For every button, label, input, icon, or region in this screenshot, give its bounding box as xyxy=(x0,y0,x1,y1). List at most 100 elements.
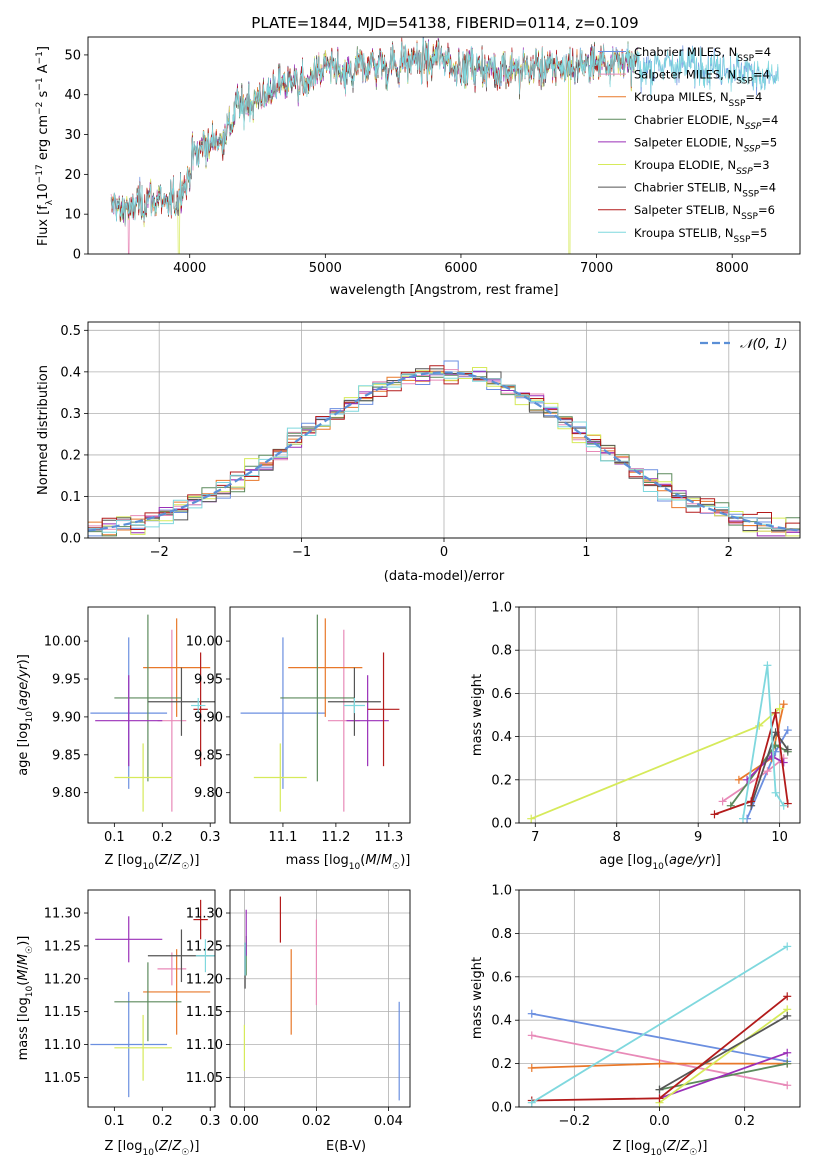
y-tick-label: 9.95 xyxy=(52,673,81,688)
y-tick-label: 1.0 xyxy=(491,601,512,616)
y-axis-label: mass [log10(M/M☉)] xyxy=(16,936,35,1061)
errorbar-kroupa-miles xyxy=(288,618,363,717)
y-tick-label: 0.2 xyxy=(491,773,512,788)
residuals-chart: −2 −1 0 1 2 0.0 0.1 0.2 0.3 0.4 0.5 𝒩(0, 1) (data-mo… xyxy=(36,321,801,584)
plot-area xyxy=(110,37,779,254)
y-tick-label: 10 xyxy=(64,208,81,223)
normal-curve xyxy=(88,371,800,532)
x-tick-label: 7000 xyxy=(580,261,613,276)
errorbar-chabrier-stelib xyxy=(147,667,215,736)
x-tick-label: 11.1 xyxy=(268,830,297,845)
y-tick-label: 0.0 xyxy=(60,532,81,547)
axes-frame xyxy=(518,889,801,1108)
y-tick-label: 0.8 xyxy=(491,927,512,942)
spectrum-chart: 4000 5000 6000 7000 8000 0 10 20 30 40 50 Chabrier … xyxy=(35,36,801,298)
y-tick-label: 9.90 xyxy=(52,710,81,725)
x-tick-label: 11.3 xyxy=(374,830,403,845)
y-tick-label: 1.0 xyxy=(491,884,512,899)
weight-line-salpeter-miles xyxy=(718,754,788,806)
plot-area xyxy=(527,661,792,823)
y-tick-label: 11.05 xyxy=(44,1071,81,1086)
x-tick-label: 0.3 xyxy=(200,830,221,845)
errorbar-salpeter-elodie xyxy=(95,675,163,767)
y-tick-label: 0.8 xyxy=(491,644,512,659)
x-tick-label: 4000 xyxy=(173,261,206,276)
legend-label-kroupa-stelib: Kroupa STELIB, NSSP=5 xyxy=(634,226,767,245)
y-tick-label: 0 xyxy=(73,248,81,263)
errorbar-salpeter-stelib xyxy=(193,652,208,767)
x-tick-label: 0.04 xyxy=(374,1114,403,1129)
y-tick-label: 0.0 xyxy=(491,817,512,832)
plot-area xyxy=(90,614,215,812)
x-axis-label: Z [log10(Z/Z☉)] xyxy=(105,853,200,872)
y-tick-label: 0.6 xyxy=(491,687,512,702)
errorbar-salpeter-elodie xyxy=(346,675,389,767)
x-tick-label: 0.02 xyxy=(302,1114,331,1129)
y-tick-label: 10.00 xyxy=(44,635,81,650)
axes-frame xyxy=(229,889,411,1108)
y-tick-label: 0.4 xyxy=(491,1014,512,1029)
legend-label-salpeter-miles: Salpeter MILES, NSSP=4 xyxy=(634,68,770,87)
y-tick-label: 9.95 xyxy=(194,673,223,688)
mass_vs_Z-chart: 0.1 0.2 0.3 11.05 11.10 11.15 11.20 11.25 11.30 Z… xyxy=(16,889,221,1158)
x-tick-label: −1 xyxy=(292,545,311,560)
x-tick-label: 10 xyxy=(771,830,788,845)
y-axis-label: Flux [fλ10−17 erg cm−2 s−1 A−1] xyxy=(35,46,55,246)
errorbar-chabrier-elodie xyxy=(114,962,182,1042)
errorbar-salpeter-stelib xyxy=(193,899,208,940)
y-axis-label: mass weight xyxy=(470,674,485,756)
errorbar-salpeter-stelib xyxy=(367,652,400,767)
y-tick-label: 11.20 xyxy=(186,972,223,987)
figure-title: PLATE=1844, MJD=54138, FIBERID=0114, z=0… xyxy=(251,14,638,32)
x-tick-label: 8 xyxy=(613,830,621,845)
y-tick-label: 50 xyxy=(64,48,81,63)
x-axis-label: Z [log10(Z/Z☉)] xyxy=(613,1139,708,1158)
histogram-kroupa-stelib xyxy=(88,371,800,538)
plot-area xyxy=(240,614,400,812)
weight-line-chabrier-miles xyxy=(743,726,792,823)
y-tick-label: 9.85 xyxy=(194,748,223,763)
x-tick-label: 6000 xyxy=(444,261,477,276)
x-axis-label: mass [log10(M/M☉)] xyxy=(286,853,411,872)
x-axis-label: Z [log10(Z/Z☉)] xyxy=(105,1139,200,1158)
spectrum-legend: Chabrier MILES, NSSP=4 Salpeter MILES, NS… xyxy=(598,45,778,245)
y-tick-label: 0.2 xyxy=(60,448,81,463)
y-tick-label: 11.15 xyxy=(186,1005,223,1020)
weight-line-kroupa-elodie xyxy=(527,704,784,823)
x-tick-label: 7 xyxy=(531,830,539,845)
y-tick-label: 9.80 xyxy=(194,786,223,801)
y-tick-label: 40 xyxy=(64,88,81,103)
y-axis-label: Normed distribution xyxy=(36,365,51,495)
x-axis-label: (data-model)/error xyxy=(384,569,505,584)
errorbar-kroupa-elodie xyxy=(114,1014,172,1081)
weight-line-salpeter-stelib xyxy=(710,708,792,819)
x-tick-label: 0.00 xyxy=(230,1114,259,1129)
x-tick-label: 0.1 xyxy=(104,830,125,845)
y-axis-label: age [log10(age/yr)] xyxy=(16,654,35,776)
y-tick-label: 0.4 xyxy=(60,365,81,380)
x-axis-label: age [log10(age/yr)] xyxy=(599,853,721,872)
x-tick-label: 0.2 xyxy=(734,1114,755,1129)
legend-label-salpeter-stelib: Salpeter STELIB, NSSP=6 xyxy=(634,203,775,222)
x-tick-label: 9 xyxy=(694,830,702,845)
x-tick-label: 0.2 xyxy=(152,1114,173,1129)
weight-line-kroupa-stelib xyxy=(527,942,792,1107)
x-tick-label: 11.2 xyxy=(321,830,350,845)
x-tick-label: 5000 xyxy=(309,261,342,276)
legend-label-kroupa-elodie: Kroupa ELODIE, NSSP=3 xyxy=(634,158,770,177)
y-tick-label: 11.05 xyxy=(186,1071,223,1086)
axes-frame xyxy=(87,321,801,539)
weight-line-kroupa-stelib xyxy=(738,661,788,823)
x-tick-label: 0.3 xyxy=(200,1114,221,1129)
y-tick-label: 11.10 xyxy=(44,1038,81,1053)
y-tick-label: 30 xyxy=(64,128,81,143)
y-axis-label: mass weight xyxy=(470,957,485,1039)
errorbar-kroupa-miles xyxy=(143,949,211,1035)
legend-label-kroupa-miles: Kroupa MILES, NSSP=4 xyxy=(634,90,762,109)
y-tick-label: 9.90 xyxy=(194,710,223,725)
x-axis-label: E(B-V) xyxy=(326,1139,366,1154)
spectrum-line-kroupa-stelib xyxy=(110,37,779,226)
y-tick-label: 0.4 xyxy=(491,730,512,745)
weight-line-chabrier-stelib xyxy=(747,728,792,810)
